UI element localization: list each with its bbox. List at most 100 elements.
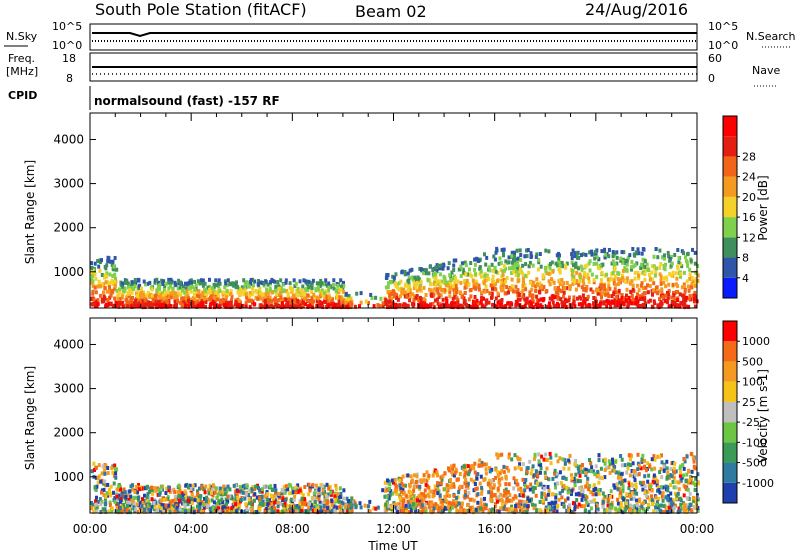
echo-cell xyxy=(445,483,449,488)
echo-cell xyxy=(166,496,170,501)
echo-cell xyxy=(552,505,556,510)
echo-cell xyxy=(94,475,98,480)
echo-cell xyxy=(520,507,524,512)
echo-cell xyxy=(668,272,672,277)
echo-cell xyxy=(201,303,205,308)
echo-cell xyxy=(462,270,466,275)
echo-cell xyxy=(277,284,281,289)
echo-cell xyxy=(288,505,292,510)
echo-cell xyxy=(128,489,132,494)
echo-cell xyxy=(402,287,406,292)
echo-cell xyxy=(594,486,598,491)
freq-left-tick-bottom: 8 xyxy=(66,72,73,85)
echo-cell xyxy=(191,299,195,304)
echo-cell xyxy=(228,487,232,492)
echo-cell xyxy=(154,509,158,514)
echo-cell xyxy=(549,507,553,512)
echo-cell xyxy=(662,266,666,271)
echo-cell xyxy=(507,287,511,292)
echo-cell xyxy=(612,278,616,283)
echo-cell xyxy=(531,489,535,494)
echo-cell xyxy=(282,288,286,293)
echo-cell xyxy=(556,481,560,486)
echo-cell xyxy=(510,284,514,289)
echo-cell xyxy=(152,501,156,505)
freq-left-tick-top: 18 xyxy=(62,52,76,65)
echo-cell xyxy=(384,502,388,507)
echo-cell xyxy=(542,285,546,289)
echo-cell xyxy=(528,498,531,503)
echo-cell xyxy=(137,286,141,291)
echo-cell xyxy=(567,508,571,513)
echo-cell xyxy=(570,473,573,478)
echo-cell xyxy=(561,300,565,305)
echo-cell xyxy=(218,289,222,294)
echo-cell xyxy=(571,302,575,306)
echo-cell xyxy=(612,290,616,295)
echo-cell xyxy=(682,293,686,298)
echo-cell xyxy=(682,284,686,289)
echo-cell xyxy=(159,292,163,297)
echo-cell xyxy=(560,501,564,506)
echo-cell xyxy=(650,270,654,275)
echo-cell xyxy=(525,471,528,476)
echo-cell xyxy=(476,506,480,511)
echo-cell xyxy=(477,463,481,468)
echo-cell xyxy=(423,488,427,493)
echo-cell xyxy=(659,281,663,286)
echo-cell xyxy=(387,495,391,500)
echo-cell xyxy=(483,304,487,309)
echo-cell xyxy=(557,256,561,261)
echo-cell xyxy=(476,500,480,505)
echo-cell xyxy=(594,299,598,304)
echo-cell xyxy=(550,500,554,505)
echo-cell xyxy=(677,487,681,492)
echo-cell xyxy=(347,499,351,504)
echo-cell xyxy=(466,503,469,508)
echo-cell xyxy=(421,503,424,508)
echo-cell xyxy=(502,493,506,498)
echo-cell xyxy=(417,502,421,507)
echo-cell xyxy=(411,478,415,483)
echo-cell xyxy=(255,495,259,500)
echo-cell xyxy=(253,498,256,503)
echo-cell xyxy=(204,292,208,297)
echo-cell xyxy=(103,507,107,512)
echo-cell xyxy=(262,281,266,286)
echo-cell xyxy=(445,486,449,491)
echo-cell xyxy=(505,276,509,280)
echo-cell xyxy=(689,508,693,513)
echo-cell xyxy=(419,279,423,284)
echo-cell xyxy=(686,264,690,268)
echo-cell xyxy=(114,471,118,476)
echo-cell xyxy=(682,493,686,498)
echo-cell xyxy=(524,478,528,482)
echo-cell xyxy=(620,463,624,468)
echo-cell xyxy=(603,249,607,254)
echo-cell xyxy=(413,275,417,280)
echo-cell xyxy=(516,302,520,307)
echo-cell xyxy=(132,495,136,500)
echo-cell xyxy=(412,294,416,298)
echo-cell xyxy=(325,482,329,487)
echo-cell xyxy=(200,299,204,304)
echo-cell xyxy=(125,298,129,303)
echo-cell xyxy=(490,294,494,299)
echo-cell xyxy=(644,509,648,514)
echo-cell xyxy=(335,288,339,293)
echo-cell xyxy=(146,509,150,514)
echo-cell xyxy=(610,294,614,299)
echo-cell xyxy=(210,498,214,503)
echo-cell xyxy=(177,278,181,283)
echo-cell xyxy=(555,253,559,258)
echo-cell xyxy=(224,294,228,299)
echo-cell xyxy=(690,276,694,281)
echo-cell xyxy=(267,509,271,514)
echo-cell xyxy=(159,498,163,503)
echo-cell xyxy=(671,460,675,465)
echo-cell xyxy=(530,502,534,507)
echo-cell xyxy=(684,503,688,508)
echo-cell xyxy=(664,284,668,289)
echo-cell xyxy=(448,501,451,506)
echo-cell xyxy=(198,502,202,506)
